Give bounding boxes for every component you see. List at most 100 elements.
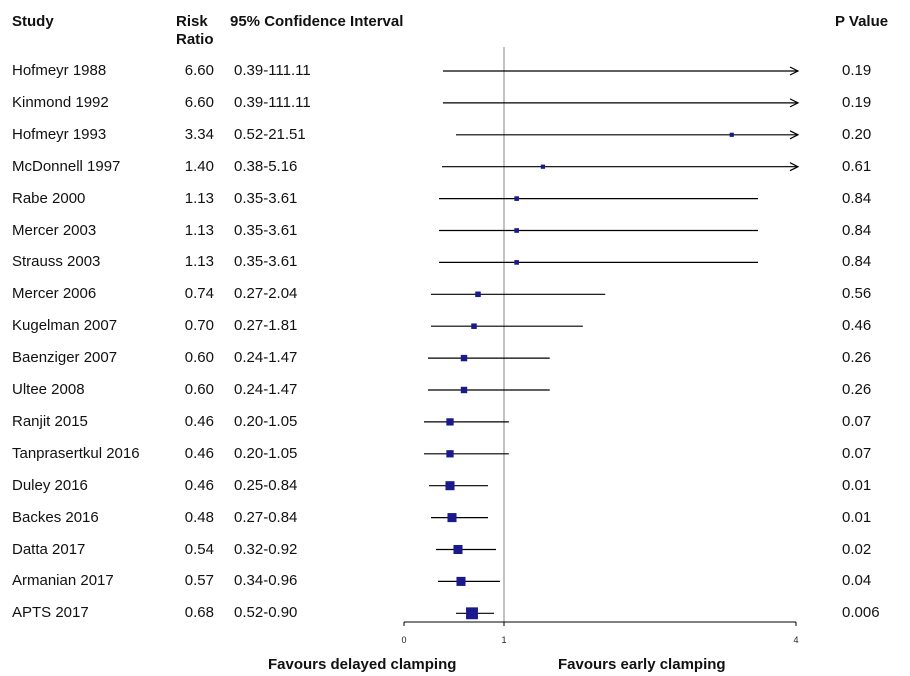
risk-ratio-value: 6.60 [184,62,214,79]
p-value: 0.19 [842,93,872,111]
study-name: Kinmond 1992 [12,93,109,111]
x-tick-label-1: 1 [501,635,506,645]
study-name: Strauss 2003 [12,253,101,271]
risk-ratio-value: 1.13 [184,189,214,207]
p-value: 0.84 [842,221,872,239]
risk-ratio-value: 1.40 [184,157,214,175]
ci-arrow [789,66,800,76]
point-estimate-marker [453,544,463,555]
study-name: Datta 2017 [12,540,86,558]
p-value: 0.01 [842,476,872,494]
risk-ratio-value: 0.48 [184,508,214,526]
study-name: Tanprasertkul 2016 [12,444,140,462]
p-value: 0.20 [842,125,872,143]
risk-ratio-value: 0.46 [184,476,214,494]
p-value: 0.07 [842,412,872,430]
header-risk-ratio: Risk Ratio [176,13,214,49]
ci-arrow [789,162,800,172]
p-value: 0.26 [842,381,872,398]
x-tick-label-4: 4 [793,635,798,645]
p-value: 0.26 [842,349,872,367]
x-tick-label-0: 0 [401,635,406,645]
study-name: Ranjit 2015 [12,412,88,430]
point-estimate-marker [460,354,468,362]
ci-value: 0.20-1.05 [234,444,298,462]
ci-value: 0.35-3.61 [234,221,298,239]
risk-ratio-value: 0.60 [184,381,214,398]
ci-value: 0.34-0.96 [234,572,298,590]
ci-value: 0.38-5.16 [234,157,298,175]
study-name: Backes 2016 [12,508,99,526]
ci-value: 0.27-2.04 [234,285,298,303]
point-estimate-marker [445,481,455,491]
point-estimate-marker [729,132,734,137]
ci-value: 0.52-0.90 [234,604,298,622]
study-name: Hofmeyr 1988 [12,62,107,79]
risk-ratio-value: 0.60 [184,349,214,367]
ci-value: 0.32-0.92 [234,540,298,558]
study-name: Rabe 2000 [12,189,86,207]
ci-value: 0.24-1.47 [234,349,298,367]
p-value: 0.02 [842,540,872,558]
point-estimate-marker [466,607,478,620]
ci-value: 0.35-3.61 [234,253,298,271]
header-ci: 95% Confidence Interval [230,13,404,30]
study-name: APTS 2017 [12,604,89,622]
ci-value: 0.52-21.51 [234,125,306,143]
risk-ratio-value: 0.46 [184,412,214,430]
p-value: 0.19 [842,62,872,79]
point-estimate-marker [514,260,519,265]
header-risk-ratio-line1: Risk [176,13,208,30]
study-name: McDonnell 1997 [12,157,121,175]
risk-ratio-value: 0.74 [184,285,214,303]
p-value: 0.56 [842,285,872,303]
favours-left-label: Favours delayed clamping [268,656,457,673]
risk-ratio-value: 1.13 [184,253,214,271]
ci-arrow [789,130,800,140]
header-p-value: P Value [835,13,889,30]
study-name: Mercer 2003 [12,221,97,239]
point-estimate-marker [446,418,454,426]
study-name: Armanian 2017 [12,572,114,590]
p-value: 0.46 [842,317,872,335]
point-estimate-marker [447,513,457,523]
ci-arrow [789,98,800,108]
study-name: Hofmeyr 1993 [12,125,107,143]
study-name: Mercer 2006 [12,285,97,303]
point-estimate-marker [471,323,477,329]
ci-value: 0.27-0.84 [234,508,298,526]
risk-ratio-value: 0.54 [184,540,214,558]
header-study: Study [12,13,54,30]
p-value: 0.04 [842,572,872,590]
study-name: Duley 2016 [12,476,88,494]
point-estimate-marker [456,576,466,586]
ci-value: 0.39-111.11 [234,93,311,111]
point-estimate-marker [460,386,468,394]
ci-value: 0.39-111.11 [234,62,311,79]
p-value: 0.61 [842,157,872,175]
risk-ratio-value: 6.60 [184,93,214,111]
p-value: 0.01 [842,508,872,526]
ci-value: 0.24-1.47 [234,381,298,398]
ci-value: 0.25-0.84 [234,476,298,494]
ci-value: 0.27-1.81 [234,317,298,335]
risk-ratio-value: 0.46 [184,444,214,462]
p-value: 0.84 [842,189,872,207]
ci-value: 0.35-3.61 [234,189,298,207]
study-name: Kugelman 2007 [12,317,118,335]
header-risk-ratio-line2: Ratio [176,31,214,48]
point-estimate-marker [514,196,519,201]
p-value: 0.84 [842,253,872,271]
point-estimate-marker [514,228,519,233]
ci-value: 0.20-1.05 [234,412,298,430]
risk-ratio-value: 0.68 [184,604,214,622]
p-value: 0.006 [842,604,880,622]
point-estimate-marker [475,291,481,298]
point-estimate-marker [446,450,454,458]
risk-ratio-value: 0.57 [184,572,214,590]
risk-ratio-value: 1.13 [184,221,214,239]
study-name: Ultee 2008 [12,381,85,398]
study-name: Baenziger 2007 [12,349,118,367]
p-value: 0.07 [842,444,872,462]
